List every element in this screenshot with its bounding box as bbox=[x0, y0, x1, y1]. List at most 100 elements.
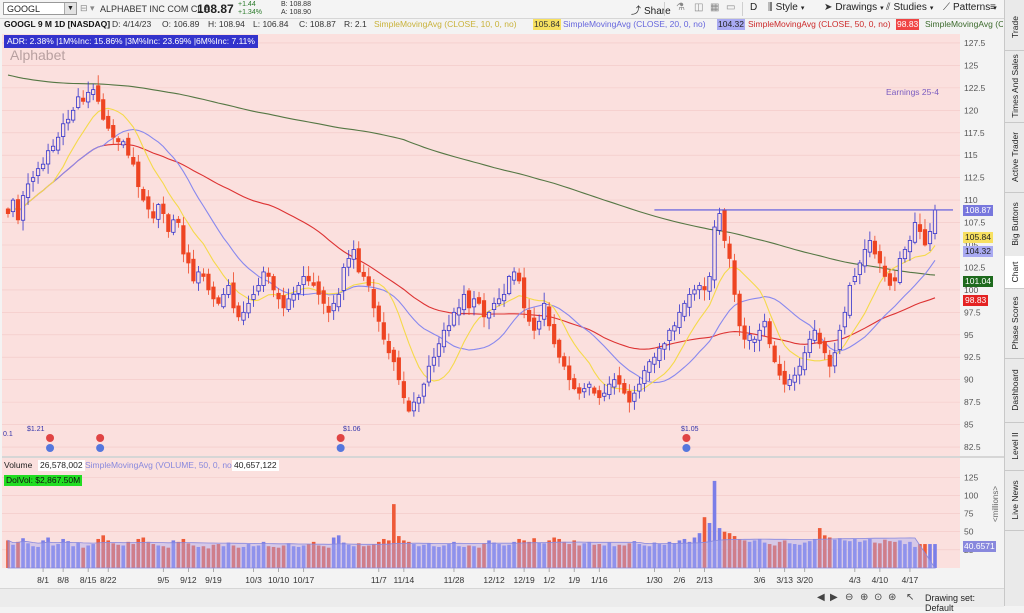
sma50-price-tag: 98.83 bbox=[963, 295, 989, 306]
candle-down bbox=[146, 196, 151, 210]
volume-bar bbox=[918, 544, 922, 568]
drawings-button[interactable]: ➤ Drawings ▾ bbox=[824, 2, 884, 13]
ohlc-close: C: 108.87 bbox=[299, 19, 336, 29]
zoom-in-icon[interactable]: ⊕ bbox=[860, 592, 869, 603]
pointer-icon[interactable]: ↖ bbox=[906, 592, 915, 603]
zoom-icon[interactable]: ⊙ bbox=[874, 592, 883, 603]
side-tab-big-buttons[interactable]: Big Buttons bbox=[1005, 192, 1024, 257]
ohlc-range: R: 2.1 bbox=[344, 19, 367, 29]
zoom-out-icon[interactable]: ⊖ bbox=[845, 592, 854, 603]
earnings-marker[interactable] bbox=[336, 444, 345, 452]
candle-down bbox=[922, 229, 928, 246]
candle-down bbox=[166, 214, 171, 232]
volume-bar bbox=[632, 541, 637, 568]
volume-value: 26,578,002 bbox=[38, 460, 85, 471]
candle-down bbox=[572, 378, 577, 390]
candle-up bbox=[537, 320, 542, 330]
info-icon[interactable]: ▾ bbox=[90, 3, 95, 13]
share-button[interactable]: ⤴ Share bbox=[631, 6, 671, 17]
price-tick-label: 87.5 bbox=[964, 397, 981, 407]
volume-bar bbox=[547, 540, 551, 568]
dividend-label-2: $1.06 bbox=[343, 426, 361, 433]
side-tab-live-news[interactable]: Live News bbox=[1005, 470, 1024, 531]
drawing-set-label[interactable]: Drawing set: Default bbox=[925, 593, 976, 613]
style-button[interactable]: ⫼ Style ▾ bbox=[768, 2, 805, 13]
menu-icon[interactable]: ≡ bbox=[990, 2, 996, 13]
volume-bar bbox=[432, 546, 436, 568]
candle-down bbox=[5, 208, 11, 214]
candle-up bbox=[40, 163, 46, 170]
price-tick-label: 102.5 bbox=[964, 262, 986, 272]
reset-icon[interactable]: ⊛ bbox=[888, 592, 897, 603]
patterns-button[interactable]: ⟋ Patterns ▾ bbox=[943, 2, 997, 13]
candle-down bbox=[136, 161, 141, 188]
candle-down bbox=[326, 305, 331, 313]
volume-bar bbox=[196, 546, 201, 568]
candle-down bbox=[522, 277, 527, 309]
volume-bar bbox=[592, 544, 597, 568]
earnings-marker[interactable] bbox=[96, 444, 105, 452]
earnings-marker[interactable] bbox=[682, 444, 691, 452]
volume-bar bbox=[71, 546, 75, 568]
volume-bar bbox=[858, 541, 862, 568]
sma20-label[interactable]: SimpleMovingAvg (CLOSE, 20, 0, no) bbox=[563, 19, 706, 29]
candle-up bbox=[662, 343, 667, 350]
grid-icon[interactable]: ▦ bbox=[710, 2, 720, 13]
sma50-label[interactable]: SimpleMovingAvg (CLOSE, 50, 0, no) bbox=[748, 19, 891, 29]
price-tick-label: 117.5 bbox=[964, 128, 985, 138]
candle-down bbox=[126, 137, 131, 156]
candle-down bbox=[236, 305, 241, 318]
volume-bar bbox=[527, 541, 531, 568]
dividend-marker[interactable] bbox=[46, 434, 55, 442]
candle-up bbox=[301, 276, 306, 286]
volume-bar bbox=[166, 547, 171, 568]
chart-canvas[interactable]: 82.5 85 87.5 90 92.5 95 97.5 100 102.5 105 107.5 11… bbox=[0, 0, 1004, 606]
candle-down bbox=[281, 295, 286, 309]
lock-icon[interactable]: ◫ bbox=[694, 2, 704, 13]
volume-bar bbox=[722, 531, 727, 568]
time-tick-label: 1/30 bbox=[646, 575, 663, 585]
sma10-label[interactable]: SimpleMovingAvg (CLOSE, 10, 0, no) bbox=[374, 19, 517, 29]
candle-up bbox=[56, 136, 61, 151]
layout-icon[interactable]: ▭ bbox=[726, 2, 736, 13]
earnings-marker[interactable] bbox=[46, 444, 55, 452]
chevron-down-icon[interactable]: ▼ bbox=[64, 3, 76, 14]
symbol-text: GOOGL bbox=[7, 4, 41, 14]
volume-bar bbox=[732, 536, 737, 568]
side-tab-level-ii[interactable]: Level II bbox=[1005, 422, 1024, 471]
pan-left-icon[interactable]: ◀ bbox=[817, 592, 825, 603]
dividend-marker[interactable] bbox=[96, 434, 105, 442]
candle-up bbox=[927, 231, 933, 245]
dividend-marker[interactable] bbox=[336, 434, 345, 442]
candle-down bbox=[481, 300, 487, 318]
chart-toolbar: GOOGL ▼ ⊟ ▾ ALPHABET INC COM CL A 108.87 … bbox=[0, 0, 1004, 19]
pan-right-icon[interactable]: ▶ bbox=[830, 592, 838, 603]
volume-sma-value: 40,657,122 bbox=[232, 460, 279, 471]
candle-down bbox=[727, 243, 732, 259]
volume-sma-label[interactable]: SimpleMovingAvg (VOLUME, 50, 0, no) bbox=[85, 460, 235, 470]
candle-down bbox=[777, 363, 782, 376]
sma200-label[interactable]: SimpleMovingAvg (CLOSE... bbox=[925, 19, 1003, 29]
volume-bar bbox=[512, 541, 516, 568]
time-tick-label: 3/6 bbox=[754, 575, 766, 585]
side-tab-times-and-sales[interactable]: Times And Sales bbox=[1005, 50, 1024, 123]
side-tab-active-trader[interactable]: Active Trader bbox=[1005, 122, 1024, 193]
symbol-input[interactable]: GOOGL ▼ bbox=[3, 2, 77, 15]
candle-up bbox=[832, 352, 837, 367]
volume-bar bbox=[627, 543, 632, 568]
studies-button[interactable]: ⫽ Studies ▾ bbox=[886, 2, 934, 13]
price-change: +1.44 +1.34% bbox=[238, 1, 262, 16]
side-tab-dashboard[interactable]: Dashboard bbox=[1005, 358, 1024, 423]
link-icon[interactable]: ⊟ bbox=[80, 3, 88, 13]
candle-down bbox=[917, 224, 923, 232]
candle-down bbox=[376, 305, 381, 322]
candle-down bbox=[206, 273, 211, 291]
price-tick-label: 105 bbox=[964, 240, 978, 250]
period-button[interactable]: D bbox=[750, 2, 758, 13]
side-tab-chart[interactable]: Chart bbox=[1005, 256, 1024, 289]
dividend-marker[interactable] bbox=[682, 434, 691, 442]
side-tab-trade[interactable]: Trade bbox=[1005, 4, 1024, 51]
flask-icon[interactable]: ⚗ bbox=[676, 2, 685, 13]
volume-bar bbox=[382, 538, 386, 568]
side-tab-phase-scores[interactable]: Phase Scores bbox=[1005, 288, 1024, 359]
